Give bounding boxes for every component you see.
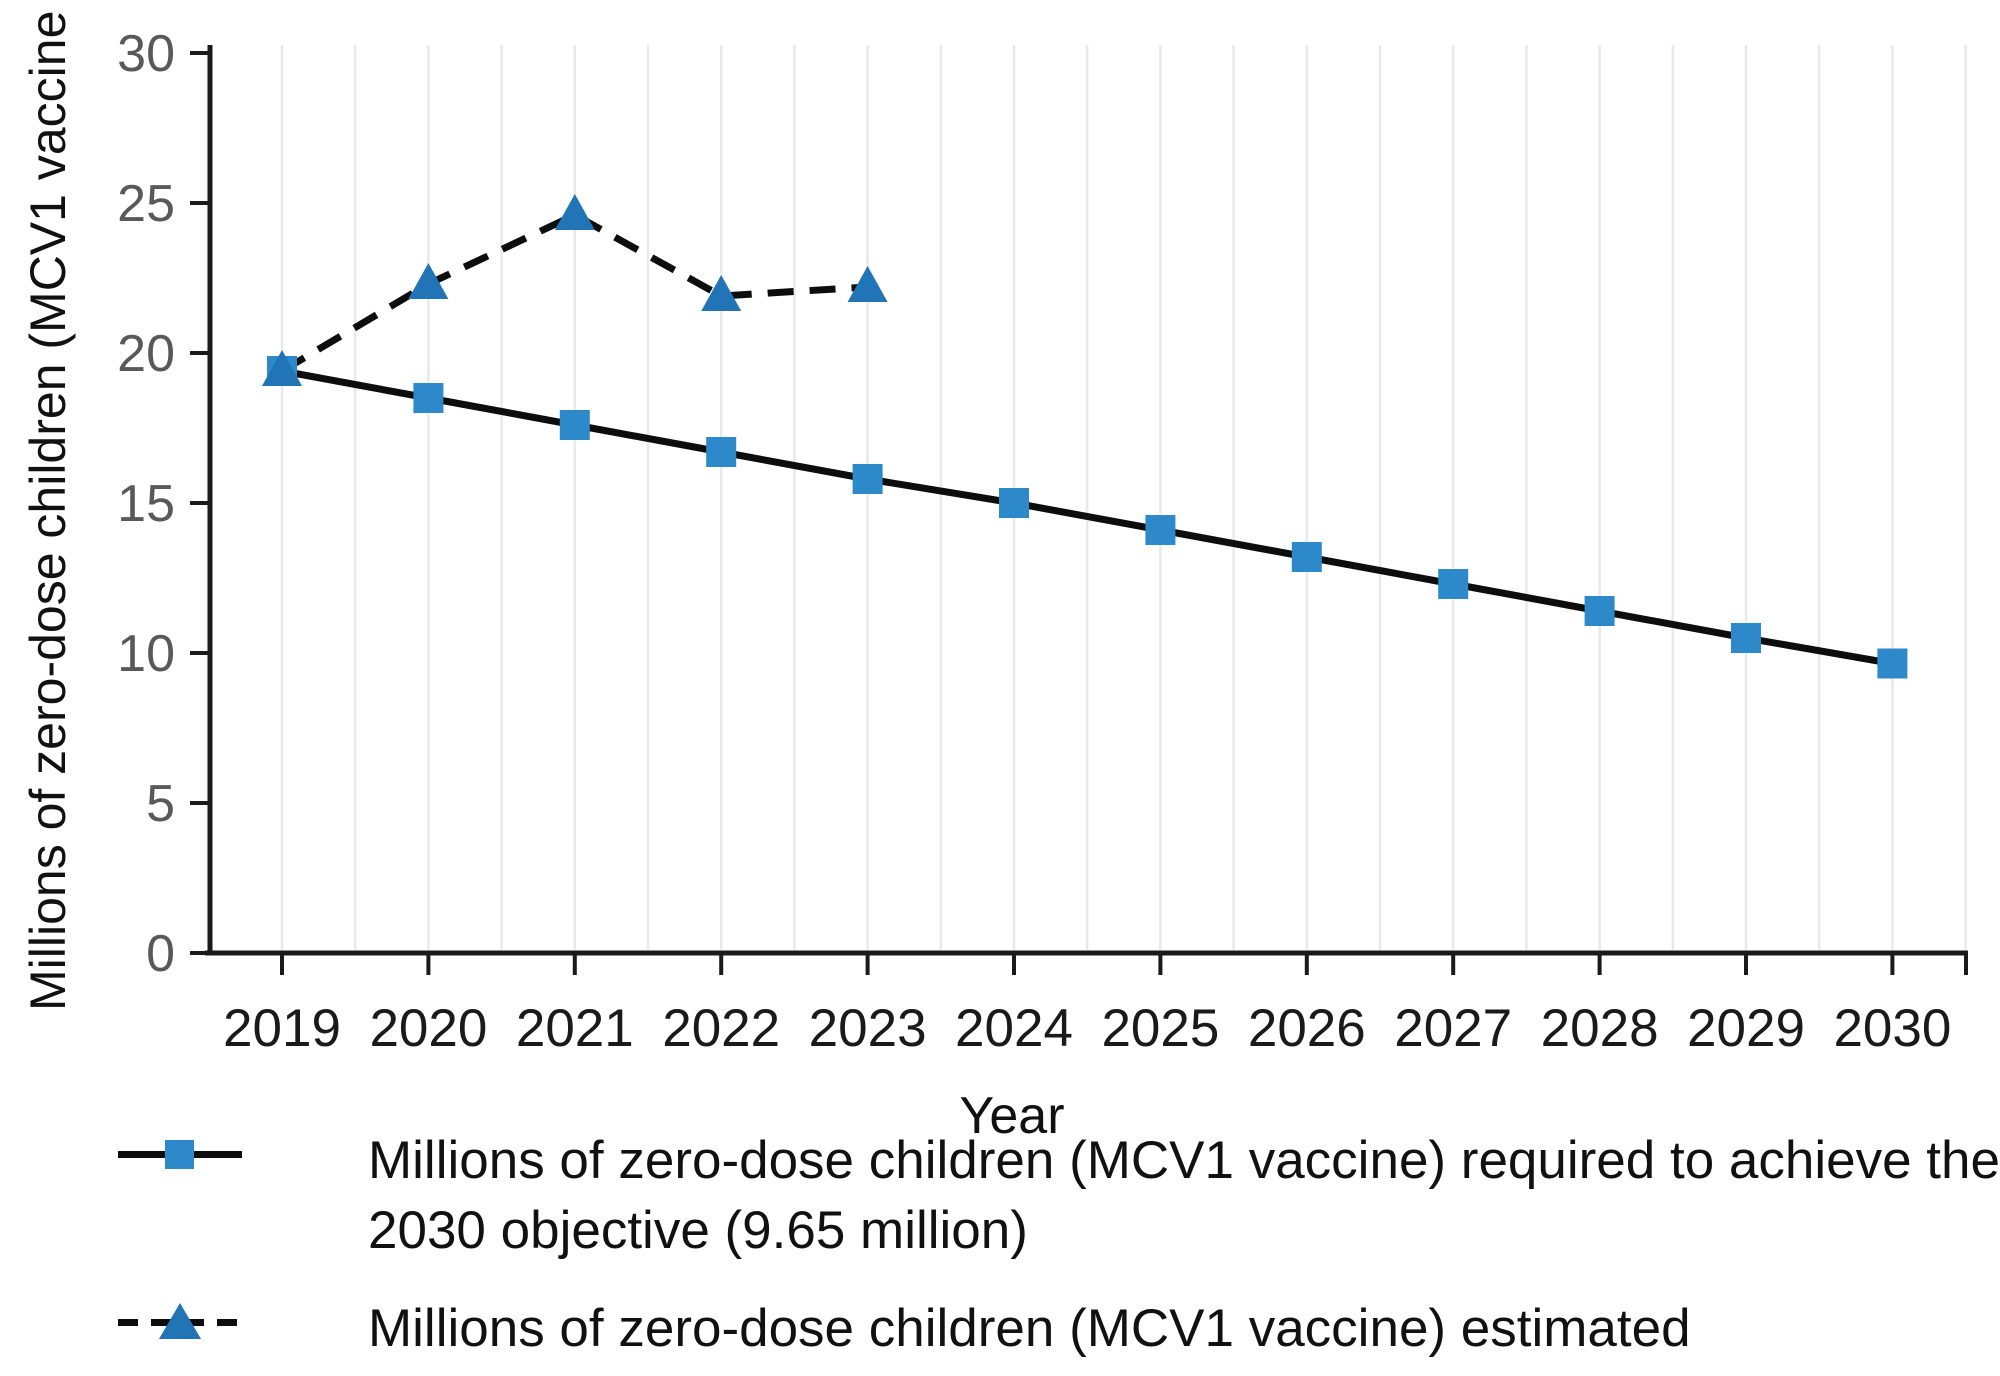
y-tick-label: 20 <box>117 325 175 383</box>
legend-label-estimated: Millions of zero-dose children (MCV1 vac… <box>368 1294 1691 1364</box>
x-axis-title: Year <box>959 1087 1065 1145</box>
x-tick-label: 2030 <box>1833 999 1951 1058</box>
y-tick-label: 30 <box>117 25 175 83</box>
square-marker-icon <box>413 383 444 413</box>
triangle-marker-icon <box>847 266 888 302</box>
y-tick-label: 10 <box>117 625 175 683</box>
x-tick-label: 2027 <box>1394 999 1512 1058</box>
square-marker-icon <box>1584 596 1615 626</box>
x-tick-label: 2021 <box>516 999 634 1058</box>
square-marker-icon <box>852 464 883 494</box>
legend-label-required-line1: Millions of zero-dose children (MCV1 vac… <box>368 1131 2000 1190</box>
square-marker-icon <box>999 488 1029 518</box>
series-line-required <box>281 367 1894 667</box>
legend-swatch-dashed-triangle <box>118 1294 246 1352</box>
legend-label-required-line2: 2030 objective (9.65 million) <box>368 1201 1028 1260</box>
y-axis-title: Millions of zero-dose children (MCV1 vac… <box>20 10 76 1011</box>
y-tick-label: 5 <box>146 775 175 833</box>
square-marker-icon <box>165 1140 194 1169</box>
y-tick-label: 25 <box>117 175 175 233</box>
triangle-marker-icon <box>262 350 302 386</box>
square-marker-icon <box>706 437 737 467</box>
x-tick-label: 2020 <box>369 999 487 1058</box>
square-marker-icon <box>1438 569 1469 599</box>
x-tick-label: 2026 <box>1248 999 1366 1058</box>
triangle-marker-icon <box>159 1303 201 1339</box>
square-marker-icon <box>1291 542 1322 572</box>
square-marker-icon <box>1145 515 1176 545</box>
legend-swatch-solid-square <box>118 1126 242 1184</box>
x-tick-label: 2019 <box>223 999 341 1058</box>
x-tick-label: 2025 <box>1101 999 1219 1058</box>
triangle-marker-icon <box>554 194 595 230</box>
square-marker-icon <box>1731 623 1761 653</box>
triangle-marker-icon <box>701 275 742 311</box>
series-line-estimated <box>280 211 868 375</box>
y-tick-label: 15 <box>117 475 175 533</box>
y-tick-label: 0 <box>146 925 175 983</box>
legend-label-estimated-line1: Millions of zero-dose children (MCV1 vac… <box>368 1299 1691 1358</box>
x-tick-label: 2028 <box>1541 999 1659 1058</box>
legend-label-required: Millions of zero-dose children (MCV1 vac… <box>368 1126 2000 1266</box>
x-tick-label: 2023 <box>809 999 927 1058</box>
x-tick-label: 2029 <box>1687 999 1805 1058</box>
square-marker-icon <box>559 410 590 440</box>
triangle-marker-icon <box>408 263 449 299</box>
x-tick-label: 2022 <box>662 999 780 1058</box>
x-tick-label: 2024 <box>955 999 1073 1058</box>
square-marker-icon <box>1877 648 1908 679</box>
